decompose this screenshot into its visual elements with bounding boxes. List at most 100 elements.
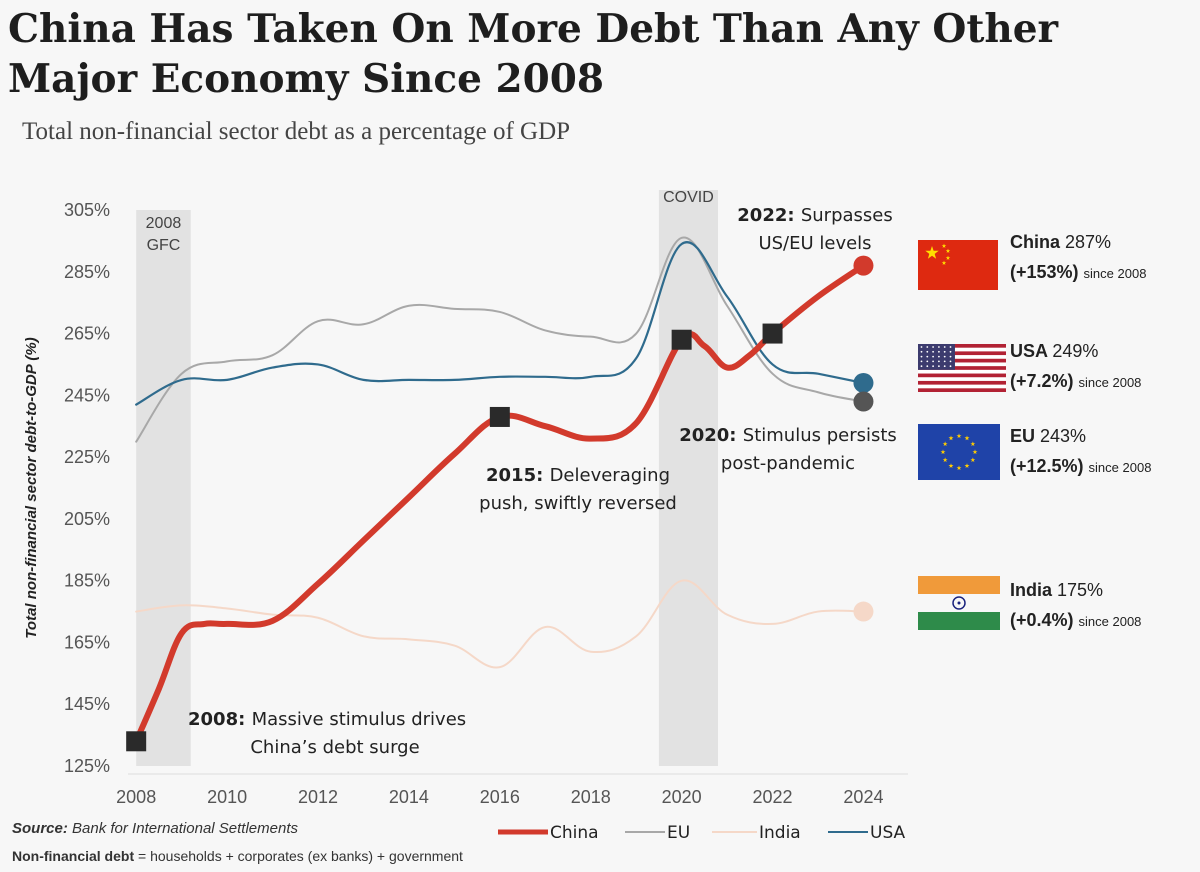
usa-flag-star xyxy=(943,350,946,353)
y-axis-label: Total non-financial sector debt-to-GDP (… xyxy=(23,337,40,638)
source-text: Bank for International Settlements xyxy=(72,820,298,837)
annotation-1-line2: push, swiftly reversed xyxy=(479,493,677,514)
side-label-name: EU xyxy=(1010,426,1040,446)
side-label-value: 249% xyxy=(1052,341,1098,361)
y-tick-label: 185% xyxy=(64,571,110,591)
x-tick-label: 2024 xyxy=(843,787,883,807)
end-marker-eu xyxy=(853,391,874,412)
y-tick-label: 285% xyxy=(64,262,110,282)
china-flag-star-small xyxy=(941,260,947,265)
usa-flag-star xyxy=(932,365,934,368)
annotation-year: 2008: xyxy=(188,709,252,730)
shaded-period-label: COVID xyxy=(663,189,714,206)
definition-label: Non-financial debt xyxy=(12,848,135,864)
y-tick-label: 165% xyxy=(64,632,110,652)
annotations: 2008: Massive stimulus drives China’s deb… xyxy=(188,205,897,758)
x-tick-label: 2010 xyxy=(207,787,247,807)
usa-flag-star xyxy=(920,350,923,353)
annotation-3-line2: US/EU levels xyxy=(758,233,871,254)
side-label-eu-line2: (+12.5%) since 2008 xyxy=(1010,456,1151,476)
side-label-china-line1: China 287% xyxy=(1010,232,1111,252)
usa-flag-star xyxy=(938,360,940,363)
usa-flag-star xyxy=(932,346,934,348)
usa-flag-stripe xyxy=(918,358,1006,363)
flags xyxy=(918,240,1006,630)
square-marker-2016 xyxy=(489,406,510,427)
annotation-text: Deleveraging xyxy=(550,465,670,486)
usa-flag-star xyxy=(949,346,952,348)
annotation-year: 2015: xyxy=(486,465,550,486)
side-label-value: 243% xyxy=(1040,426,1086,446)
usa-flag-star xyxy=(949,355,952,358)
side-label-india-line2: (+0.4%) since 2008 xyxy=(1010,610,1141,630)
india-flag-chakra-center xyxy=(957,601,961,605)
side-label-india-line1: India 175% xyxy=(1010,580,1103,600)
side-label-usa-line2: (+7.2%) since 2008 xyxy=(1010,371,1141,391)
side-label-since: since 2008 xyxy=(1079,614,1142,629)
series-lines xyxy=(133,236,867,745)
page-title: China Has Taken On More Debt Than Any Ot… xyxy=(8,6,1059,102)
side-label-value: 287% xyxy=(1065,232,1111,252)
square-marker-2022 xyxy=(762,323,783,344)
square-marker-2008 xyxy=(126,731,147,752)
annotation-text: Massive stimulus drives xyxy=(252,709,467,730)
side-label-usa-line1: USA 249% xyxy=(1010,341,1098,361)
usa-flag-stripe xyxy=(918,380,1006,385)
annotation-text: Stimulus persists xyxy=(743,425,897,446)
definition-note: Non-financial debt = households + corpor… xyxy=(12,848,463,864)
side-label-since: since 2008 xyxy=(1084,266,1147,281)
eu-flag-star xyxy=(948,463,954,468)
usa-flag-star xyxy=(943,346,946,348)
legend-label-india: India xyxy=(759,823,801,843)
annotation-year: 2022: xyxy=(737,205,801,226)
axes: 125% 145% 165% 185% 205% 225% 245% 265% 285% 305%… xyxy=(23,200,908,807)
eu-flag-star xyxy=(942,457,948,463)
series-markers xyxy=(126,255,874,752)
eu-flag-star xyxy=(972,449,978,455)
y-tick-label: 225% xyxy=(64,447,110,467)
y-tick-label: 125% xyxy=(64,756,110,776)
annotation-2-line1: 2020: Stimulus persists xyxy=(679,425,897,446)
usa-flag-star xyxy=(920,346,923,348)
eu-flag-star xyxy=(956,433,962,439)
usa-flag-stripe xyxy=(918,388,1006,392)
x-tick-label: 2020 xyxy=(662,787,702,807)
eu-flag-star xyxy=(964,463,970,468)
annotation-1-line1: 2015: Deleveraging xyxy=(486,465,670,486)
usa-flag-star xyxy=(938,346,940,348)
china-flag-star-small xyxy=(945,255,951,260)
china-flag-star-small xyxy=(945,248,951,253)
usa-flag-star xyxy=(920,365,923,368)
usa-flag-star xyxy=(926,350,929,353)
eu-flag-star xyxy=(942,441,948,447)
legend: China EU India USA xyxy=(498,823,906,843)
annotation-2-line2: post-pandemic xyxy=(721,453,855,474)
usa-flag-star xyxy=(943,360,946,363)
india-flag-chakra xyxy=(952,596,966,610)
end-marker-india xyxy=(853,601,874,622)
side-label-name: India xyxy=(1010,580,1057,600)
usa-flag-star xyxy=(938,355,940,358)
usa-flag-star xyxy=(932,360,934,363)
annotation-text: Surpasses xyxy=(801,205,893,226)
side-label-eu-line1: EU 243% xyxy=(1010,426,1086,446)
side-label-since: since 2008 xyxy=(1079,375,1142,390)
legend-label-usa: USA xyxy=(870,823,906,843)
usa-flag-star xyxy=(932,355,934,358)
end-marker-china xyxy=(853,255,874,276)
usa-flag-star xyxy=(938,365,940,368)
definition-text: = households + corporates (ex banks) + g… xyxy=(138,848,463,864)
usa-flag-star xyxy=(949,350,952,353)
annotation-0-line1: 2008: Massive stimulus drives xyxy=(188,709,466,730)
eu-flag xyxy=(918,424,1000,480)
usa-flag-star xyxy=(938,350,940,353)
side-label-change: (+0.4%) xyxy=(1010,610,1079,630)
shaded-periods: 2008 GFC COVID xyxy=(136,189,718,766)
india-flag xyxy=(918,576,1000,594)
usa-flag-stripe xyxy=(918,351,1006,356)
side-label-change: (+153%) xyxy=(1010,262,1084,282)
usa-flag-star xyxy=(926,346,929,348)
x-tick-label: 2018 xyxy=(571,787,611,807)
shaded-period-label: 2008 xyxy=(146,215,182,232)
eu-flag-star xyxy=(956,465,962,471)
